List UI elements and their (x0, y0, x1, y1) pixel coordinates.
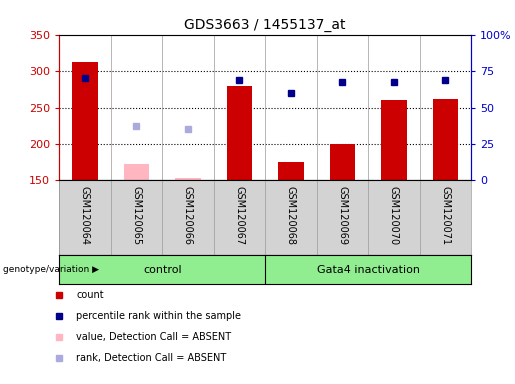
Bar (381, 100, 407, 180)
Title: GDS3663 / 1455137_at: GDS3663 / 1455137_at (184, 18, 346, 32)
Text: genotype/variation ▶: genotype/variation ▶ (3, 265, 98, 274)
Text: count: count (76, 290, 104, 300)
Text: GSM120064: GSM120064 (80, 187, 90, 245)
Bar (72, 61, 98, 180)
Bar (227, 86, 252, 180)
Text: GSM120071: GSM120071 (440, 187, 451, 246)
Text: Gata4 inactivation: Gata4 inactivation (317, 265, 420, 275)
Text: rank, Detection Call = ABSENT: rank, Detection Call = ABSENT (76, 353, 227, 363)
Bar (124, 164, 149, 180)
Text: percentile rank within the sample: percentile rank within the sample (76, 311, 242, 321)
Text: value, Detection Call = ABSENT: value, Detection Call = ABSENT (76, 332, 232, 342)
Text: GSM120069: GSM120069 (337, 187, 348, 245)
Text: GSM120068: GSM120068 (286, 187, 296, 245)
Bar (278, 162, 304, 180)
Bar (433, 99, 458, 180)
Text: GSM120066: GSM120066 (183, 187, 193, 245)
Text: GSM120065: GSM120065 (131, 187, 142, 246)
Bar (330, 144, 355, 180)
Text: GSM120070: GSM120070 (389, 187, 399, 246)
Text: GSM120067: GSM120067 (234, 187, 245, 246)
Bar (175, 178, 201, 180)
Text: control: control (143, 265, 181, 275)
